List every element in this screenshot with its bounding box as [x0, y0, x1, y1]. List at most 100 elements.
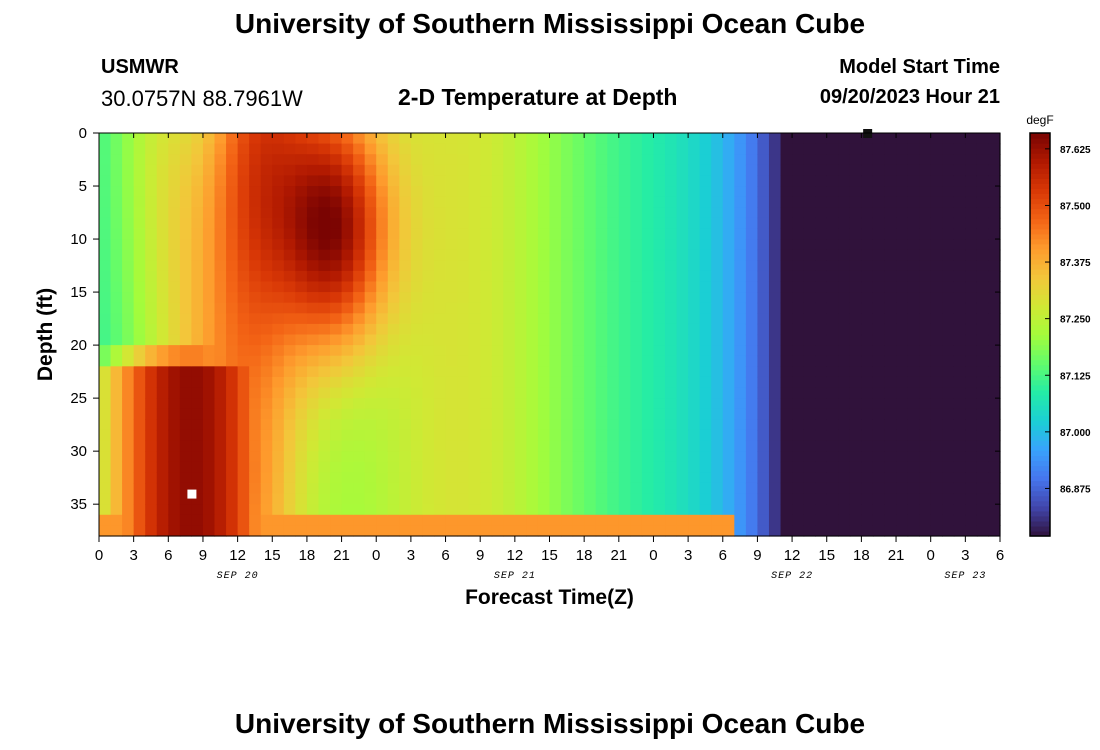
heatmap-cell [433, 493, 447, 505]
heatmap-cell [306, 376, 320, 389]
colorbar-segment [1030, 284, 1050, 290]
heatmap-cell [468, 376, 481, 389]
colorbar-segment [1030, 294, 1050, 300]
heatmap-cell [849, 419, 862, 431]
heatmap-cell [896, 345, 909, 357]
heatmap-cell [249, 260, 262, 272]
heatmap-cell [526, 313, 539, 325]
heatmap-cell [838, 154, 851, 166]
heatmap-cell [942, 419, 955, 431]
heatmap-cell [976, 281, 990, 293]
heatmap-cell [792, 514, 805, 526]
heatmap-cell [537, 228, 551, 240]
heatmap-cell [919, 525, 932, 537]
heatmap-cell [283, 387, 296, 399]
heatmap-cell [422, 387, 435, 399]
heatmap-cell [815, 207, 828, 219]
heatmap-cell [226, 461, 239, 473]
heatmap-cell [491, 249, 504, 261]
heatmap-cell [549, 355, 562, 367]
heatmap-cell [283, 302, 296, 314]
heatmap-cell [653, 133, 666, 145]
heatmap-cell [930, 270, 943, 283]
heatmap-cell [226, 313, 239, 325]
heatmap-cell [549, 429, 562, 442]
colorbar: 87.62587.50087.37587.25087.12587.00086.8… [1026, 113, 1091, 537]
heatmap-cell [260, 504, 273, 516]
heatmap-cell [549, 440, 562, 452]
heatmap-cell [815, 175, 828, 187]
heatmap-cell [768, 164, 782, 177]
heatmap-cell [849, 429, 862, 442]
heatmap-cell [896, 472, 909, 484]
heatmap-cell [191, 525, 204, 537]
heatmap-cell [976, 440, 990, 452]
heatmap-cell [433, 461, 447, 473]
heatmap-cell [468, 451, 481, 463]
heatmap-cell [202, 398, 216, 410]
heatmap-cell [491, 472, 504, 484]
heatmap-cell [953, 429, 966, 442]
heatmap-cell [722, 376, 735, 389]
heatmap-cell [445, 504, 458, 516]
heatmap-cell [364, 270, 377, 283]
heatmap-cell [549, 387, 562, 399]
heatmap-cell [122, 175, 135, 187]
heatmap-cell [572, 313, 585, 325]
heatmap-cell [838, 387, 851, 399]
heatmap-cell [353, 207, 366, 219]
heatmap-cell [122, 387, 135, 399]
heatmap-cell [214, 281, 227, 293]
colorbar-segment [1030, 329, 1050, 336]
heatmap-cell [745, 133, 759, 145]
heatmap-cell [549, 398, 562, 410]
heatmap-cell [202, 313, 216, 325]
heatmap-cell [330, 355, 343, 367]
heatmap-cell [803, 270, 816, 283]
heatmap-cell [99, 143, 112, 155]
heatmap-cell [965, 514, 978, 526]
heatmap-cell [457, 366, 470, 378]
heatmap-cell [133, 451, 146, 463]
heatmap-cell [861, 249, 874, 261]
heatmap-cell [745, 154, 759, 166]
heatmap-cell [376, 366, 389, 378]
heatmap-cell [491, 408, 504, 420]
heatmap-cell [295, 133, 308, 145]
heatmap-cell [457, 239, 470, 251]
heatmap-cell [988, 419, 1001, 431]
heatmap-cell [930, 472, 943, 484]
heatmap-cell [930, 313, 943, 325]
heatmap-cell [295, 313, 308, 325]
heatmap-cell [665, 228, 678, 240]
heatmap-cell [387, 514, 400, 526]
heatmap-cell [399, 143, 412, 155]
heatmap-cell [537, 143, 551, 155]
heatmap-cell [457, 228, 470, 240]
heatmap-cell [364, 323, 377, 336]
heatmap-cell [607, 493, 620, 505]
heatmap-cell [272, 164, 285, 177]
heatmap-cell [942, 334, 955, 346]
heatmap-cell [422, 440, 435, 452]
heatmap-cell [353, 323, 366, 336]
heatmap-cell [410, 514, 424, 526]
heatmap-cell [99, 366, 112, 378]
heatmap-cell [376, 313, 389, 325]
heatmap-cell [965, 323, 978, 336]
heatmap-cell [145, 387, 158, 399]
heatmap-cell [318, 239, 331, 251]
heatmap-cell [907, 249, 920, 261]
heatmap-cell [549, 514, 562, 526]
heatmap-cell [930, 249, 943, 261]
heatmap-cell [179, 217, 193, 230]
heatmap-cell [803, 133, 816, 145]
heatmap-cell [607, 345, 620, 357]
heatmap-cell [641, 451, 655, 463]
heatmap-cell [549, 260, 562, 272]
colorbar-segment [1030, 138, 1050, 144]
colorbar-segment [1030, 384, 1050, 391]
heatmap-cell [595, 207, 608, 219]
heatmap-cell [711, 313, 724, 325]
colorbar-segment [1030, 530, 1050, 537]
